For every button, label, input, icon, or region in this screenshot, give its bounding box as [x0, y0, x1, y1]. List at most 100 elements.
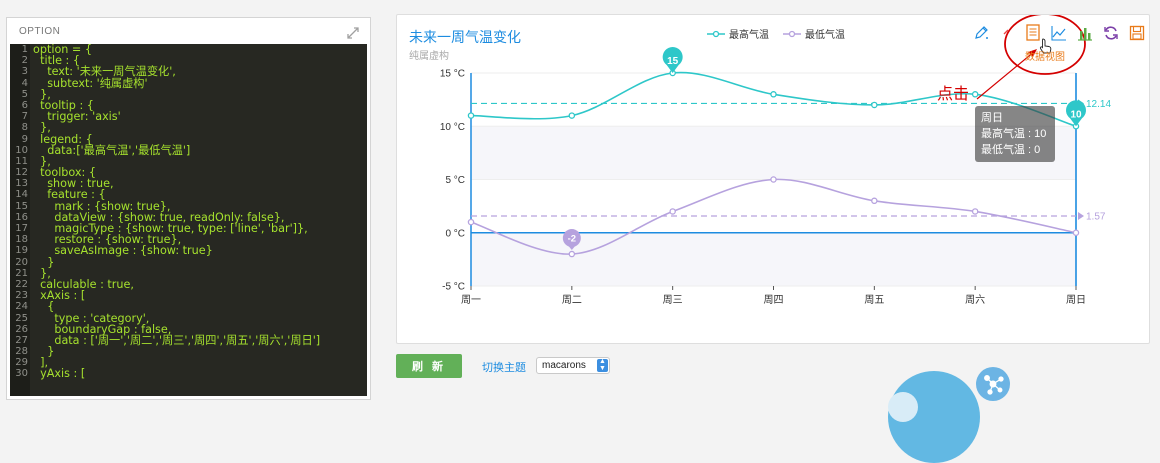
data-point[interactable] [568, 250, 576, 258]
chart-card: 15 °C 10 °C 5 °C 0 °C -5 °C 周一 周二 周三 周四 周五 周六 周日 12.… [396, 14, 1150, 344]
code-line[interactable]: trigger: 'axis' [33, 110, 121, 124]
code-line[interactable]: feature : { [33, 188, 106, 202]
line-number: 15 [15, 200, 28, 212]
data-point[interactable] [770, 91, 777, 98]
line-chart[interactable]: 15 °C 10 °C 5 °C 0 °C -5 °C周一 周二 周三 周四 周五 周六 周日 12.… [397, 15, 1151, 345]
code-line[interactable]: legend: { [33, 132, 93, 146]
chart-subtitle: 纯属虚构 [409, 51, 449, 62]
code-line[interactable]: ], [33, 356, 49, 370]
code-text[interactable]: option = { title : { text: '未来一周气温变化', s… [33, 44, 367, 396]
save-image-icon[interactable] [1128, 24, 1146, 42]
line-number: 17 [15, 223, 28, 234]
data-point[interactable] [871, 101, 878, 109]
expand-icon[interactable] [346, 24, 360, 39]
code-line[interactable]: calculable : true, [33, 277, 134, 291]
code-line[interactable]: data : ['周一','周二','周三','周四','周五','周六','周… [33, 333, 321, 347]
code-line[interactable]: type : 'category', [33, 311, 150, 325]
legend-item-high[interactable]: 最高气温 [707, 26, 769, 41]
line-number: 7 [21, 111, 28, 123]
data-point[interactable] [871, 197, 878, 205]
theme-select[interactable]: macarons ▲ ▼ [536, 357, 610, 374]
code-line[interactable]: magicType : {show: true, type: ['line', … [33, 222, 308, 235]
data-point[interactable] [1072, 229, 1080, 236]
line-number: 6 [21, 99, 28, 111]
data-point[interactable] [568, 112, 576, 119]
mark-point-label: 10 [1070, 109, 1082, 120]
code-line[interactable]: restore : {show: true}, [33, 233, 182, 247]
tooltip-line-high: 最高气温 : 10 [981, 128, 1047, 140]
eraser-icon[interactable] [998, 24, 1016, 42]
line-chart-icon[interactable] [1050, 24, 1068, 42]
average-value-label: 12.14 [1086, 99, 1111, 110]
code-line[interactable]: { [33, 300, 55, 314]
code-line[interactable]: title : { [33, 54, 80, 68]
code-line[interactable]: }, [33, 87, 51, 101]
data-point[interactable] [770, 176, 777, 183]
code-line[interactable]: option = { [33, 44, 92, 56]
mark-point-pin[interactable] [662, 47, 683, 73]
y-tick-label: 15 °C [440, 69, 465, 80]
data-point[interactable] [971, 91, 979, 98]
line-number: 24 [15, 301, 28, 313]
x-tick-label: 周六 [965, 294, 985, 306]
code-line[interactable]: show : true, [33, 177, 114, 191]
data-point[interactable] [669, 208, 676, 215]
code-line[interactable]: xAxis : [ [33, 289, 86, 303]
line-number: 8 [21, 122, 28, 134]
panel-header: OPTION [7, 18, 370, 44]
code-line[interactable]: yAxis : [ [33, 367, 86, 381]
line-number: 25 [15, 312, 28, 324]
code-line[interactable]: text: '未来一周气温变化', [33, 65, 176, 79]
line-number: 4 [21, 77, 28, 89]
code-line[interactable]: saveAsImage : {show: true} [33, 244, 213, 258]
line-number: 5 [21, 88, 28, 100]
restore-icon[interactable] [1102, 24, 1120, 42]
mark-pencil-icon[interactable] [972, 24, 990, 42]
x-tick-label: 周二 [562, 294, 582, 306]
mark-line-arrow [1078, 212, 1084, 221]
data-point[interactable] [971, 208, 979, 215]
tooltip-category: 周日 [981, 112, 1003, 124]
code-line[interactable]: }, [33, 121, 51, 135]
y-tick-label: 10 °C [440, 122, 465, 133]
x-tick-label: 周五 [864, 294, 884, 306]
legend-item-low[interactable]: 最低气温 [783, 26, 845, 41]
mark-point-pin[interactable] [1066, 100, 1086, 127]
line-number: 1 [21, 44, 28, 55]
tooltip-line-low: 最低气温 : 0 [981, 144, 1041, 156]
data-view-hover-label: 数据视图 [1025, 52, 1065, 63]
code-line[interactable]: }, [33, 266, 51, 280]
code-line[interactable]: dataView : {show: true, readOnly: false}… [33, 210, 285, 224]
code-line[interactable]: data:['最高气温','最低气温'] [33, 143, 191, 157]
decorative-circle-inner [888, 392, 918, 422]
line-number: 28 [15, 346, 28, 358]
refresh-button[interactable]: 刷 新 [396, 354, 462, 378]
code-line[interactable]: tooltip : { [33, 98, 94, 112]
code-line[interactable]: }, [33, 154, 51, 168]
line-number-gutter: 1 2 3 4 5 6 7 8 9 10 11 12 13 14 15 16 17 18 19 20 21 22 23 24 2… [10, 44, 30, 396]
line-number: 16 [15, 211, 28, 223]
code-line[interactable]: } [33, 345, 55, 359]
code-line[interactable]: subtext: '纯属虚构' [33, 76, 148, 90]
code-line[interactable]: toolbox: { [33, 166, 96, 180]
network-graph-icon[interactable] [976, 367, 1010, 401]
mark-point-pin[interactable] [562, 229, 581, 248]
code-line[interactable]: mark : {show: true}, [33, 199, 171, 213]
legend-label-low: 最低气温 [805, 30, 845, 41]
theme-select-value: macarons [542, 360, 586, 371]
line-number: 19 [15, 245, 28, 257]
line-number: 14 [15, 189, 28, 201]
data-point[interactable] [467, 112, 475, 119]
code-line[interactable]: } [33, 255, 55, 269]
code-line[interactable]: boundaryGap : false, [33, 322, 172, 336]
code-editor[interactable]: 1 2 3 4 5 6 7 8 9 10 11 12 13 14 15 16 17 18 19 20 21 22 23 24 2… [10, 44, 367, 396]
line-number: 10 [15, 144, 28, 156]
line-number: 20 [15, 256, 28, 268]
chart-toolbox [972, 24, 1146, 42]
plot-band [471, 179, 1076, 233]
legend-label-high: 最高气温 [729, 30, 769, 41]
data-view-icon[interactable] [1024, 24, 1042, 42]
legend: 最高气温 最低气温 [707, 26, 845, 41]
bar-chart-icon[interactable] [1076, 24, 1094, 42]
data-point[interactable] [467, 218, 475, 226]
